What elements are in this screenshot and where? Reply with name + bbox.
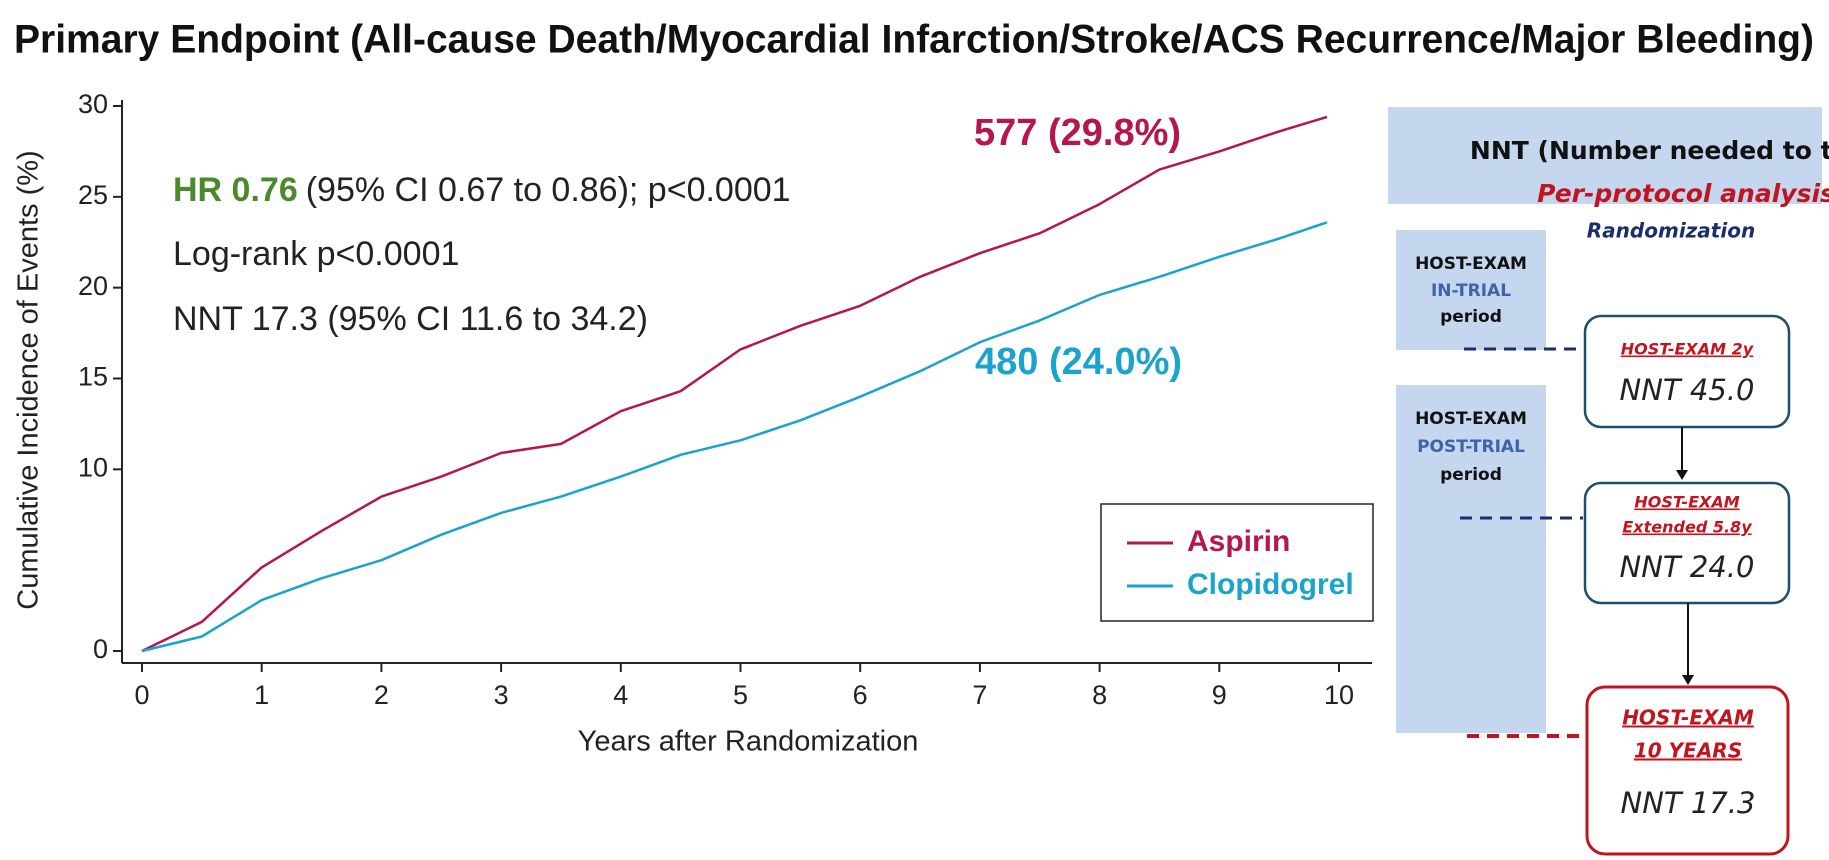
x-tick-label: 1 — [254, 680, 269, 710]
nnt-box — [1585, 685, 1790, 856]
panel-subtitle: Per-protocol analysis — [1537, 179, 1829, 208]
x-tick-label: 6 — [853, 680, 868, 710]
nnt-panel: NNT (Number needed to treat) Per-protoco… — [1388, 107, 1829, 856]
period-label: POST-TRIAL — [1417, 437, 1525, 457]
x-tick-label: 10 — [1324, 680, 1354, 710]
legend-label: Clopidogrel — [1187, 568, 1354, 601]
arrow-head — [1676, 470, 1688, 480]
hr-annotation: HR 0.76 (95% CI 0.67 to 0.86); p<0.0001 — [173, 171, 791, 209]
period-label: period — [1440, 465, 1502, 485]
hr-value: HR 0.76 — [173, 171, 298, 209]
end-label: 480 (24.0%) — [975, 341, 1182, 383]
y-tick-label: 0 — [93, 634, 108, 664]
box-nnt: NNT 45.0 — [1620, 373, 1755, 407]
period-label: period — [1440, 307, 1502, 327]
period-band — [1396, 230, 1546, 350]
x-tick-label: 5 — [733, 680, 748, 710]
x-tick-label: 7 — [972, 680, 987, 710]
box-label: HOST-EXAM — [1634, 493, 1739, 512]
logrank-annotation: Log-rank p<0.0001 — [173, 235, 459, 273]
chart-title: Primary Endpoint (All-cause Death/Myocar… — [14, 18, 1814, 62]
x-tick-label: 8 — [1092, 680, 1107, 710]
box-label: HOST-EXAM 2y — [1621, 340, 1754, 359]
hr-ci: (95% CI 0.67 to 0.86); p<0.0001 — [306, 171, 791, 209]
y-tick-label: 10 — [78, 452, 108, 482]
y-tick-label: 15 — [78, 362, 108, 392]
period-label: HOST-EXAM — [1415, 409, 1527, 429]
legend-box — [1100, 503, 1374, 622]
end-label: 577 (29.8%) — [974, 112, 1181, 154]
panel-header — [1388, 107, 1822, 204]
box-label: Extended 5.8y — [1622, 518, 1752, 537]
x-axis-label: Years after Randomization — [578, 726, 919, 758]
x-tick-label: 9 — [1212, 680, 1227, 710]
box-nnt: NNT 24.0 — [1620, 550, 1755, 584]
box-label: HOST-EXAM — [1622, 706, 1754, 730]
period-band — [1396, 385, 1546, 733]
y-axis-label: Cumulative Incidence of Events (%) — [13, 150, 45, 609]
nnt-box — [1583, 314, 1791, 429]
y-tick-label: 30 — [78, 89, 108, 119]
box-label: 10 YEARS — [1634, 739, 1742, 763]
x-tick-label: 4 — [613, 680, 628, 710]
x-tick-label: 2 — [374, 680, 389, 710]
legend-label: Aspirin — [1187, 525, 1290, 558]
panel-title: NNT (Number needed to treat) — [1470, 136, 1829, 165]
box-nnt: NNT 17.3 — [1621, 786, 1756, 820]
y-tick-label: 25 — [78, 180, 108, 210]
x-tick-label: 3 — [494, 680, 509, 710]
period-label: IN-TRIAL — [1431, 281, 1511, 301]
arrow-head — [1682, 675, 1694, 685]
x-tick-label: 0 — [134, 680, 149, 710]
period-label: HOST-EXAM — [1415, 254, 1527, 274]
randomization-label: Randomization — [1587, 219, 1755, 243]
series-line — [141, 115, 1328, 653]
nnt-annotation: NNT 17.3 (95% CI 11.6 to 34.2) — [173, 300, 648, 338]
y-tick-label: 20 — [78, 271, 108, 301]
series-line — [141, 221, 1328, 653]
